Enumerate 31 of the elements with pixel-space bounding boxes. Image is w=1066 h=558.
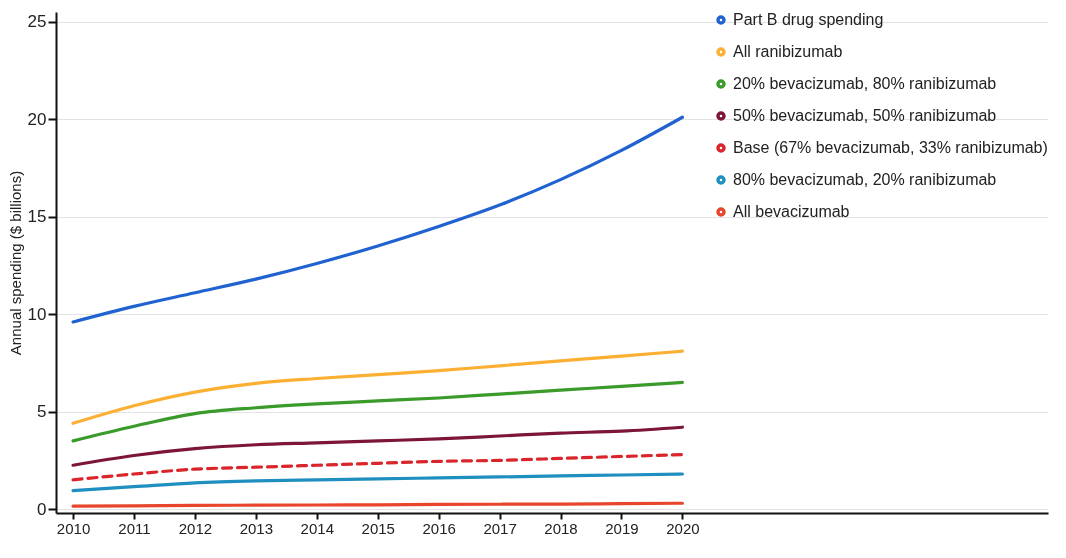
- x-tick-label: 2014: [300, 519, 334, 537]
- x-tick-label: 2016: [422, 519, 456, 537]
- x-tick-label: 2020: [666, 519, 700, 537]
- y-tick-label: 25: [27, 12, 47, 32]
- line-series: [71, 425, 684, 467]
- legend-label: All bevacizumab: [733, 203, 850, 220]
- x-tick-label: 2017: [483, 519, 517, 537]
- x-tick-label: 2018: [544, 519, 578, 537]
- x-tick-label: 2011: [118, 519, 151, 537]
- line-series: [71, 115, 684, 324]
- x-tick-label: 2012: [178, 519, 213, 537]
- y-tick-label: 15: [27, 207, 47, 227]
- x-tick-label: 2010: [56, 519, 91, 537]
- y-tick-label: 0: [37, 499, 47, 519]
- x-tick-label: 2015: [361, 519, 395, 537]
- legend-label: 20% bevacizumab, 80% ranibizumab: [733, 75, 997, 92]
- legend-label: 80% bevacizumab, 20% ranibizumab: [733, 171, 997, 188]
- line-series: [71, 349, 684, 425]
- legend-label: Base (67% bevacizumab, 33% ranibizumab): [733, 139, 1048, 156]
- legend-label: All ranibizumab: [733, 43, 843, 60]
- line-series: [71, 452, 684, 482]
- legend-label: 50% bevacizumab, 50% ranibizumab: [733, 107, 997, 124]
- x-tick-label: 2013: [239, 519, 274, 537]
- y-tick-label: 5: [37, 402, 47, 422]
- x-tick-label: 2019: [605, 519, 639, 537]
- y-axis-title: Annual spending ($ billions): [6, 170, 24, 356]
- y-tick-label: 20: [27, 109, 47, 129]
- legend-label: Part B drug spending: [733, 11, 884, 28]
- y-tick-label: 10: [27, 304, 47, 324]
- line-series: [71, 380, 684, 443]
- line-series: [71, 472, 684, 493]
